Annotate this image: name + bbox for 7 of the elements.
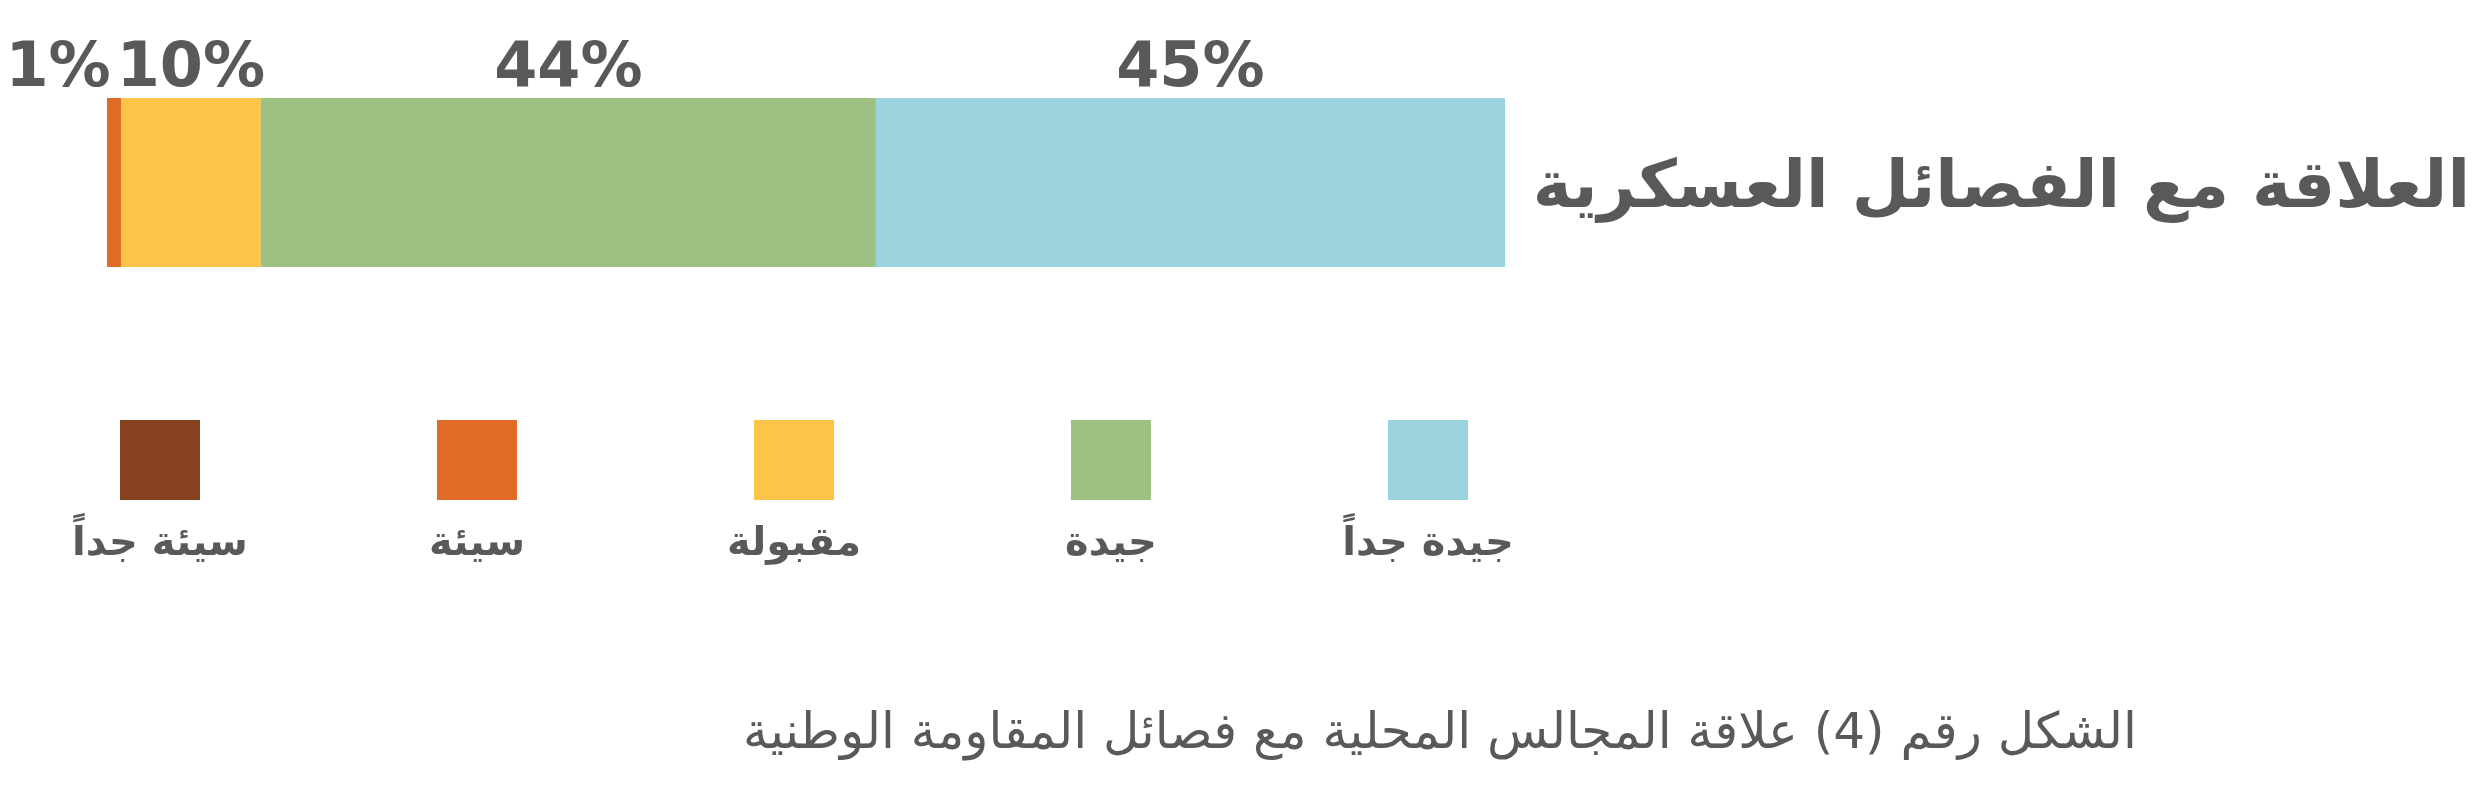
legend-label: سيئة جداً: [72, 512, 248, 564]
legend-label: مقبولة: [726, 518, 862, 565]
text: الشكل رقم (4) علاقة المجالس المحلية مع فصائل المقاومة الوطنية: [743, 702, 2137, 761]
y-tick-label: العلاقة مع الفصائل العسكرية: [1532, 145, 2470, 223]
legend-label: سيئة: [428, 518, 526, 564]
legend-label: جيدة: [1065, 518, 1157, 564]
legend-label: جيدة جداً: [1342, 512, 1514, 564]
